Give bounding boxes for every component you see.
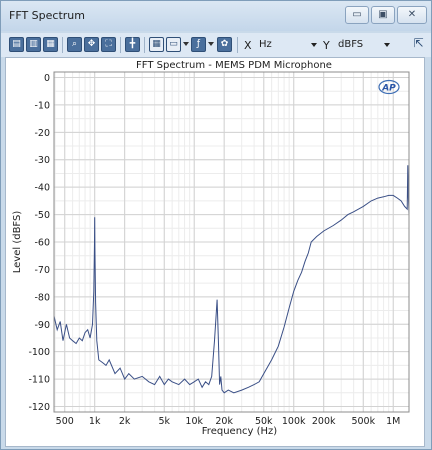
y-unit-dropdown[interactable]: dBFS (335, 37, 393, 53)
settings-icon[interactable]: ✿ (217, 37, 232, 52)
y-tick-label: -20 (34, 128, 50, 139)
x-tick-label: 10k (185, 416, 203, 427)
y-tick-label: -60 (34, 238, 50, 249)
toolbar: ▤ ▥ ▦ ⌕ ✥ ⛶ ╋ ▦ ▭ ƒ ✿ X Hz Y dBFS ⇱ (1, 33, 431, 57)
y-tick-label: -50 (34, 210, 50, 221)
x-tick-label: 500k (351, 416, 375, 427)
x-tick-label: 5k (158, 416, 170, 427)
chevron-down-icon (384, 43, 390, 47)
cursor-icon[interactable]: ╋ (125, 37, 140, 52)
minimize-button[interactable]: ▭ (345, 6, 369, 24)
chevron-down-icon (311, 43, 317, 47)
x-tick-label: 50k (255, 416, 273, 427)
x-axis-label: X (244, 39, 252, 52)
ap-logo-text: AP (381, 84, 396, 94)
function-dropdown-arrow[interactable] (208, 42, 214, 46)
title-bar[interactable]: FFT Spectrum ▭ ▣ ✕ (1, 1, 431, 31)
x-tick-label: 1M (386, 416, 400, 427)
copy-icon[interactable]: ▥ (26, 37, 41, 52)
chart-title: FFT Spectrum - MEMS PDM Microphone (136, 60, 332, 71)
y-tick-label: -40 (34, 183, 50, 194)
fft-chart[interactable]: FFT Spectrum - MEMS PDM Microphone 0 -10 -… (6, 58, 424, 446)
pan-icon[interactable]: ✥ (84, 37, 99, 52)
y-tick-label: -70 (34, 265, 50, 276)
maximize-button[interactable]: ▣ (371, 6, 395, 24)
y-axis-title: Level (dBFS) (12, 211, 23, 274)
x-unit-dropdown[interactable]: Hz (256, 37, 320, 53)
table-icon[interactable]: ▦ (149, 37, 164, 52)
legend-dropdown-arrow[interactable] (183, 42, 189, 46)
x-tick-label: 200k (312, 416, 336, 427)
y-axis-label: Y (323, 39, 330, 52)
x-tick-labels: 500 1k 2k 5k 10k 20k 50k 100k 200k 500k 1M (56, 416, 401, 427)
y-tick-label: -100 (28, 347, 50, 358)
y-tick-labels: 0 -10 -20 -30 -40 -50 -60 -70 -80 -90 -100 -110 -120 (28, 73, 50, 413)
x-tick-label: 100k (282, 416, 306, 427)
y-unit-value: dBFS (338, 39, 364, 50)
save-icon[interactable]: ▤ (9, 37, 24, 52)
toolbar-separator (120, 37, 121, 53)
y-tick-label: -90 (34, 320, 50, 331)
close-button[interactable]: ✕ (397, 6, 427, 24)
ap-logo: AP (378, 79, 400, 95)
x-tick-label: 20k (215, 416, 233, 427)
x-tick-label: 500 (56, 416, 74, 427)
window-title: FFT Spectrum (9, 9, 85, 22)
function-icon[interactable]: ƒ (191, 37, 206, 52)
toolbar-separator (237, 37, 238, 53)
minimize-icon: ▭ (352, 9, 362, 20)
y-tick-label: 0 (44, 73, 50, 84)
y-tick-label: -110 (28, 375, 50, 386)
legend-icon[interactable]: ▭ (166, 37, 181, 52)
toolbar-separator (144, 37, 145, 53)
y-tick-label: -80 (34, 292, 50, 303)
x-tick-label: 1k (89, 416, 101, 427)
chart-panel: FFT Spectrum - MEMS PDM Microphone 0 -10 -… (5, 57, 425, 447)
close-icon: ✕ (407, 9, 417, 20)
print-icon[interactable]: ▦ (43, 37, 58, 52)
series-line (53, 165, 410, 394)
y-tick-label: -120 (28, 402, 50, 413)
fit-icon[interactable]: ⛶ (101, 37, 116, 52)
y-tick-label: -10 (34, 100, 50, 111)
x-tick-label: 2k (119, 416, 131, 427)
zoom-icon[interactable]: ⌕ (67, 37, 82, 52)
y-tick-label: -30 (34, 155, 50, 166)
maximize-icon: ▣ (378, 9, 388, 20)
x-unit-value: Hz (259, 39, 272, 50)
x-axis-title: Frequency (Hz) (202, 426, 278, 437)
toolbar-separator (62, 37, 63, 53)
undock-icon[interactable]: ⇱ (413, 36, 424, 50)
plot-border (53, 71, 410, 413)
grid-major (54, 72, 409, 412)
